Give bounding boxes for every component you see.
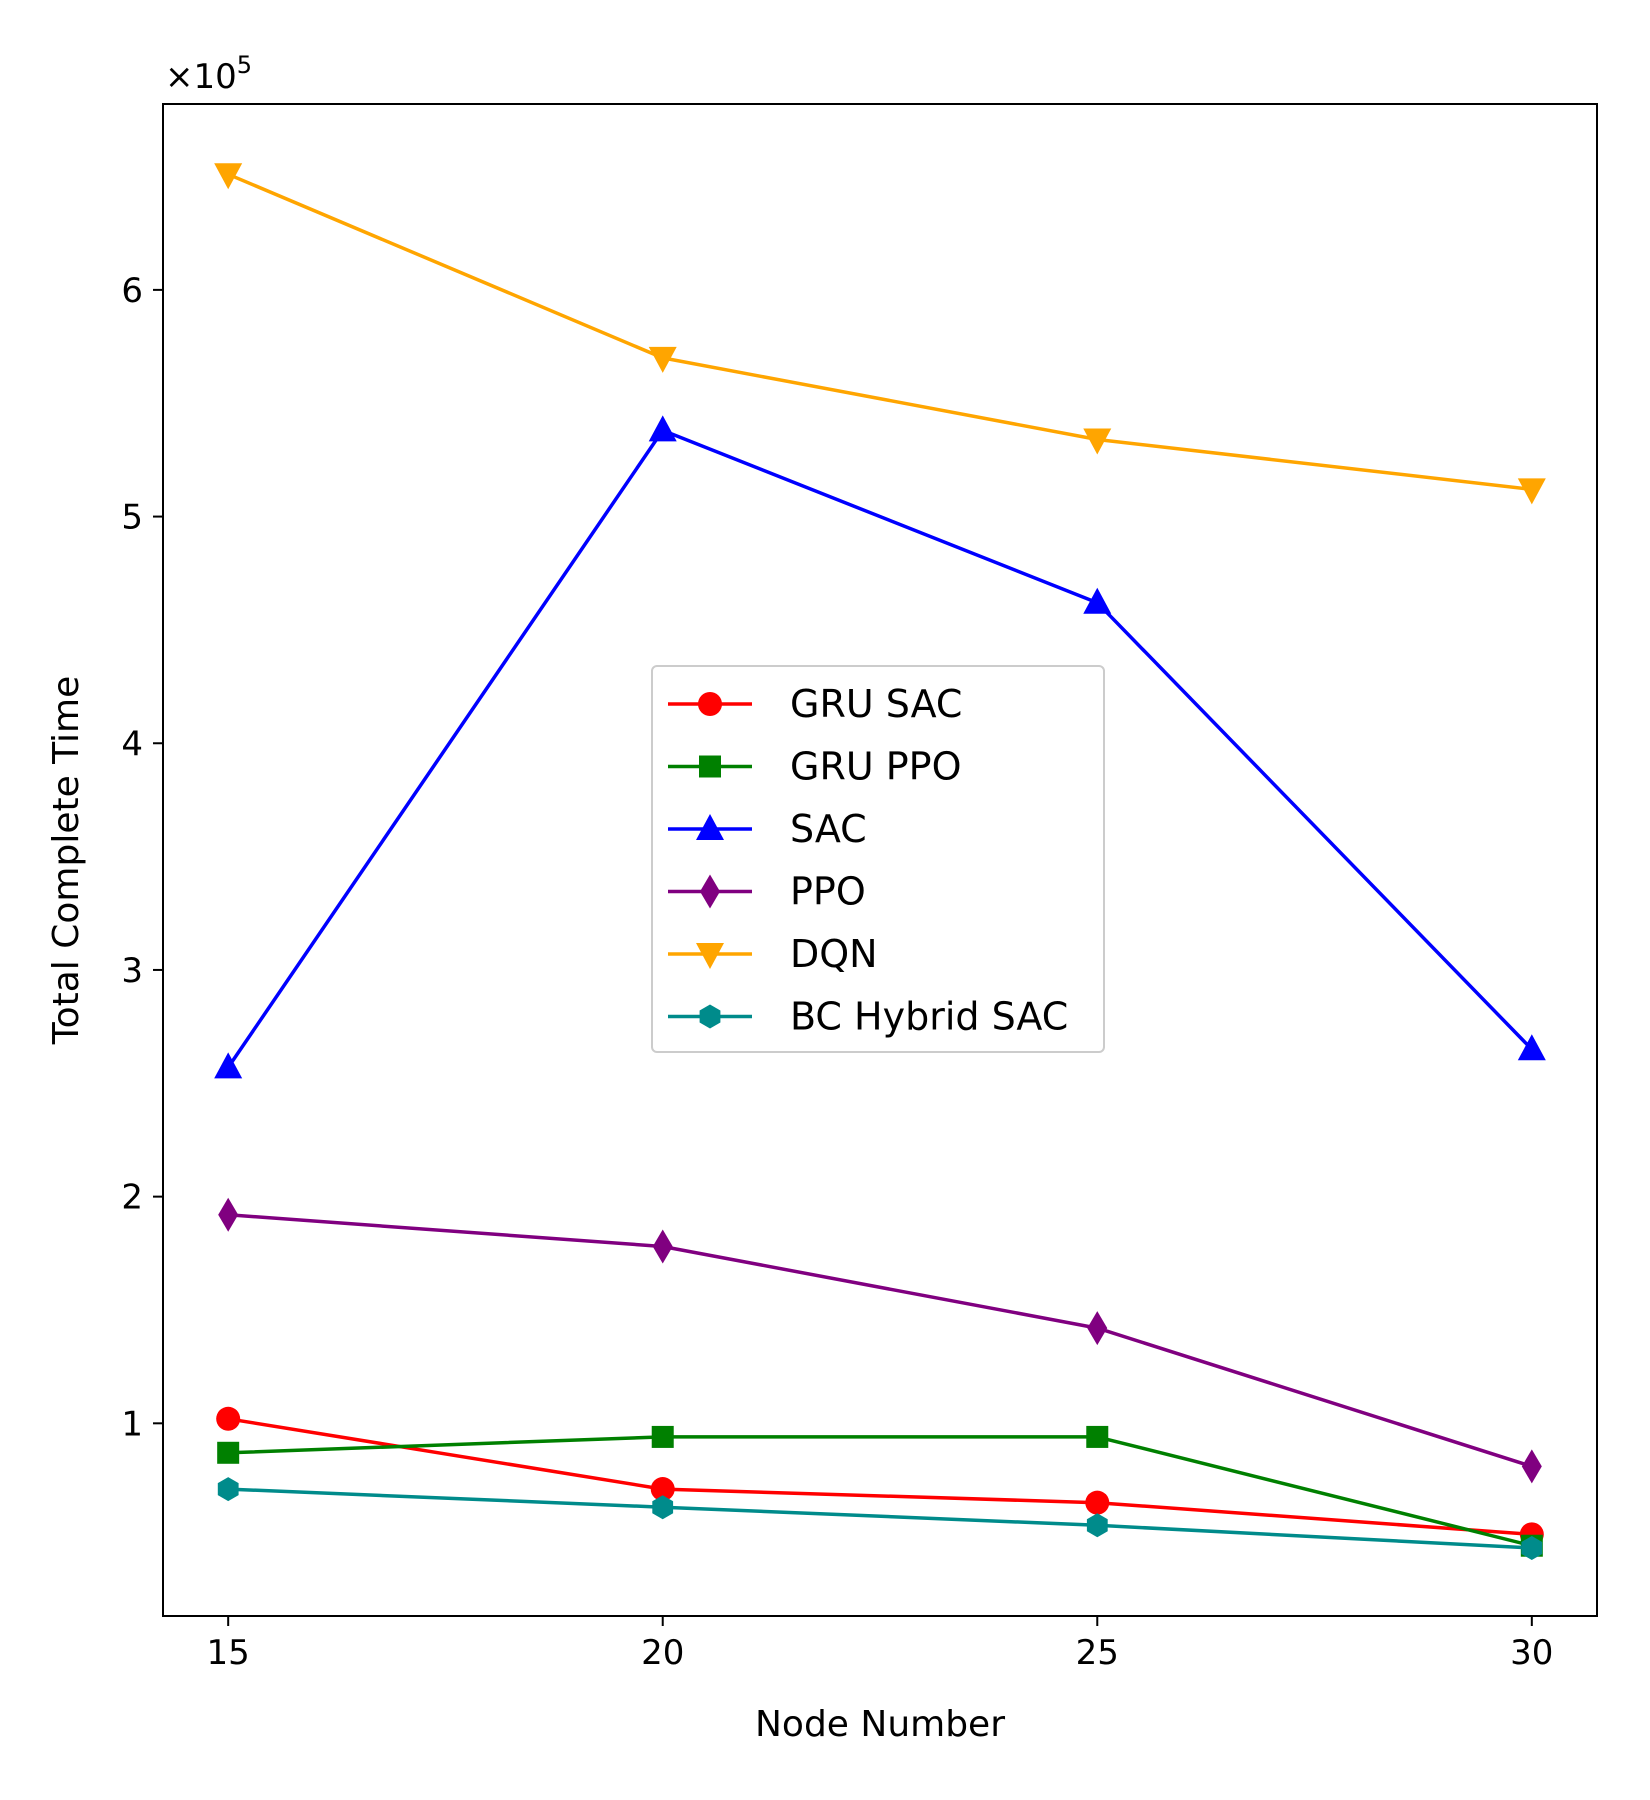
y-tick-label: 3 <box>121 951 143 991</box>
data-point-dqn <box>214 163 243 190</box>
data-point-bc-hybrid-sac <box>652 1495 674 1520</box>
legend-label: BC Hybrid SAC <box>790 995 1068 1039</box>
data-point-bc-hybrid-sac <box>1086 1513 1108 1538</box>
legend-entry-dqn: DQN <box>668 932 878 976</box>
y-tick-label: 5 <box>121 498 143 538</box>
y-scale-label: ×105 <box>165 51 252 97</box>
data-point-ppo <box>1087 1311 1108 1346</box>
data-point-gru-sac <box>216 1406 241 1431</box>
data-point-gru-sac <box>650 1477 675 1502</box>
legend-label: PPO <box>790 870 866 914</box>
y-axis-label: Total Complete Time <box>46 676 87 1046</box>
data-point-gru-ppo <box>217 1441 240 1464</box>
legend-marker <box>698 692 722 716</box>
data-point-sac <box>214 1052 243 1079</box>
plot-frame <box>162 103 1598 1617</box>
data-point-dqn <box>1517 478 1546 505</box>
y-axis: 1 2 3 4 5 6 <box>121 271 163 1444</box>
legend-entry-bc-hybrid-sac: BC Hybrid SAC <box>668 995 1068 1039</box>
legend-entry-gru-ppo: GRU PPO <box>668 745 961 789</box>
series-line-bc-hybrid-sac <box>228 1487 1532 1550</box>
series-sac <box>214 415 1546 1079</box>
x-axis-label: Node Number <box>755 1704 1005 1745</box>
series-bc-hybrid-sac <box>217 1477 1543 1560</box>
x-tick-label: 30 <box>1510 1633 1553 1673</box>
series-layer <box>214 163 1546 1560</box>
data-point-gru-sac <box>1085 1490 1110 1515</box>
x-axis: 15 20 25 30 <box>207 1616 1553 1673</box>
legend-marker <box>700 874 720 909</box>
data-point-bc-hybrid-sac <box>217 1477 239 1502</box>
data-point-ppo <box>218 1197 239 1232</box>
x-tick-label: 20 <box>641 1633 684 1673</box>
series-line-dqn <box>227 172 1532 492</box>
data-point-sac <box>1083 587 1112 614</box>
y-tick-label: 6 <box>121 271 143 311</box>
data-point-ppo <box>1521 1449 1542 1484</box>
legend-entry-sac: SAC <box>668 807 867 851</box>
legend-entry-ppo: PPO <box>668 870 866 914</box>
series-dqn <box>214 163 1546 505</box>
x-tick-label: 15 <box>207 1633 250 1673</box>
x-tick-label: 25 <box>1076 1633 1119 1673</box>
series-line-gru-sac <box>227 1417 1532 1537</box>
legend-marker <box>699 1004 721 1029</box>
y-tick-label: 4 <box>121 724 143 764</box>
data-point-sac <box>1517 1034 1546 1061</box>
data-point-dqn <box>648 346 677 373</box>
legend-label: GRU SAC <box>790 682 962 726</box>
legend-label: SAC <box>790 807 867 851</box>
legend-box <box>651 665 1105 1053</box>
data-point-gru-ppo <box>651 1425 674 1448</box>
legend-marker <box>699 755 721 778</box>
data-point-dqn <box>1083 428 1112 455</box>
legend-label: DQN <box>790 932 878 976</box>
legend: GRU SAC GRU PPO SAC PPO DQN BC Hybrid SAC <box>651 665 1105 1053</box>
data-point-bc-hybrid-sac <box>1521 1536 1543 1560</box>
y-tick-label: 1 <box>121 1404 143 1444</box>
data-point-gru-ppo <box>1086 1425 1109 1448</box>
legend-label: GRU PPO <box>790 745 961 789</box>
legend-entry-gru-sac: GRU SAC <box>668 682 962 726</box>
series-line-sac <box>226 428 1534 1069</box>
series-line-gru-ppo <box>228 1435 1533 1548</box>
legend-marker <box>696 943 724 969</box>
data-point-sac <box>648 415 677 442</box>
series-ppo <box>218 1197 1542 1484</box>
series-line-ppo <box>228 1213 1533 1469</box>
y-scale-exponent: 5 <box>237 51 252 79</box>
data-point-ppo <box>652 1229 673 1264</box>
y-scale-base: ×10 <box>165 57 237 97</box>
y-tick-label: 2 <box>121 1178 143 1218</box>
legend-marker <box>696 814 724 840</box>
